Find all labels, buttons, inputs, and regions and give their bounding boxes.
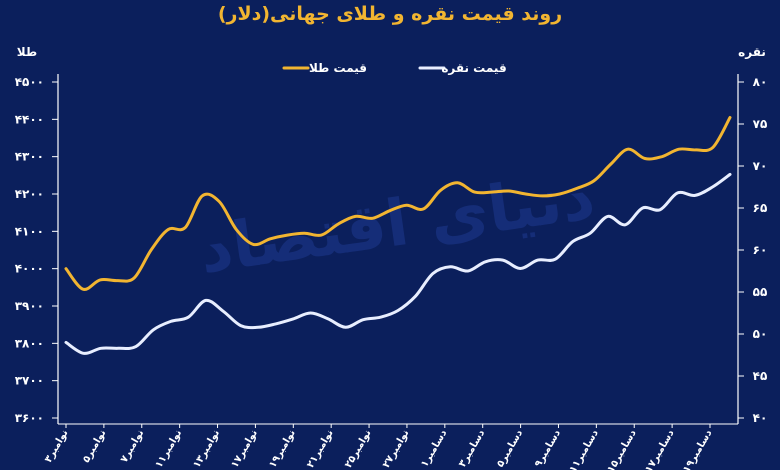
right-tick-label: ۷۵ — [753, 117, 768, 131]
x-tick-label: ۷نوامبر — [119, 428, 147, 465]
silver-price-line — [64, 172, 732, 355]
left-tick-label: ۴۱۰۰ — [15, 224, 44, 238]
x-tick-label: ۵دسامبر — [495, 428, 525, 469]
left-tick-label: ۳۶۰۰ — [15, 411, 44, 425]
left-tick-label: ۴۲۰۰ — [15, 187, 44, 201]
x-tick-label: ۲۷نوامبر — [381, 428, 412, 470]
left-tick-label: ۳۸۰۰ — [15, 336, 44, 350]
x-tick-label: ۹دسامبر — [533, 428, 563, 469]
right-tick-label: ۵۵ — [753, 285, 768, 299]
x-tick-label: ۱۷دسامبر — [643, 428, 676, 470]
x-tick-label: ۵نوامبر — [81, 428, 109, 465]
x-tick-label: ۱۵دسامبر — [606, 428, 639, 470]
left-tick-label: ۳۹۰۰ — [15, 299, 44, 313]
legend-label: قیمت نقره — [441, 61, 506, 75]
x-tick-label: ۳نوامبر — [43, 428, 71, 465]
x-tick-label: ۱۱نوامبر — [154, 428, 185, 470]
gold-price-line — [64, 116, 732, 291]
right-tick-label: ۴۰ — [753, 411, 768, 425]
x-tick-label: ۳دسامبر — [457, 428, 487, 469]
x-tick-label: ۱۱دسامبر — [568, 428, 601, 470]
left-tick-label: ۴۴۰۰ — [15, 112, 44, 126]
left-tick-label: ۴۰۰۰ — [15, 262, 44, 276]
series-lines — [64, 116, 732, 355]
right-axis-title: نقره — [738, 45, 766, 59]
right-tick-label: ۶۵ — [753, 201, 768, 215]
x-tick-label: ۱۹نوامبر — [267, 428, 298, 470]
chart-title: روند قیمت نقره و طلای جهانی(دلار) — [218, 3, 562, 25]
x-tick-label: ۱دسامبر — [419, 428, 449, 469]
axes: ۳۶۰۰ ۳۷۰۰ ۳۸۰۰ ۳۹۰۰ ۴۰۰۰ ۴۱۰۰ ۴۲۰۰ ۴۳۰۰ ۴۴۰۰ ۴۵۰۰… — [15, 74, 768, 470]
left-tick-label: ۳۷۰۰ — [15, 374, 44, 388]
right-tick-label: ۸۰ — [753, 75, 768, 89]
legend: قیمت طلا قیمت نقره — [282, 61, 507, 75]
x-tick-label: ۲۵نوامبر — [343, 428, 374, 470]
x-tick-label: ۱۳نوامبر — [192, 428, 223, 470]
left-tick-label: ۴۳۰۰ — [15, 150, 44, 164]
right-tick-label: ۷۰ — [753, 159, 768, 173]
right-tick-label: ۵۰ — [753, 327, 768, 341]
watermark-text: دنیای اقتصاد — [195, 160, 599, 289]
left-axis-title: طلا — [17, 45, 37, 59]
left-tick-label: ۴۵۰۰ — [15, 75, 44, 89]
x-tick-label: ۲۱نوامبر — [305, 428, 336, 470]
x-tick-label: ۱۷نوامبر — [229, 428, 260, 470]
legend-label: قیمت طلا — [309, 61, 367, 75]
x-tick-label: ۱۹دسامبر — [681, 428, 714, 470]
right-tick-label: ۴۵ — [753, 369, 768, 383]
right-tick-label: ۶۰ — [753, 243, 768, 257]
